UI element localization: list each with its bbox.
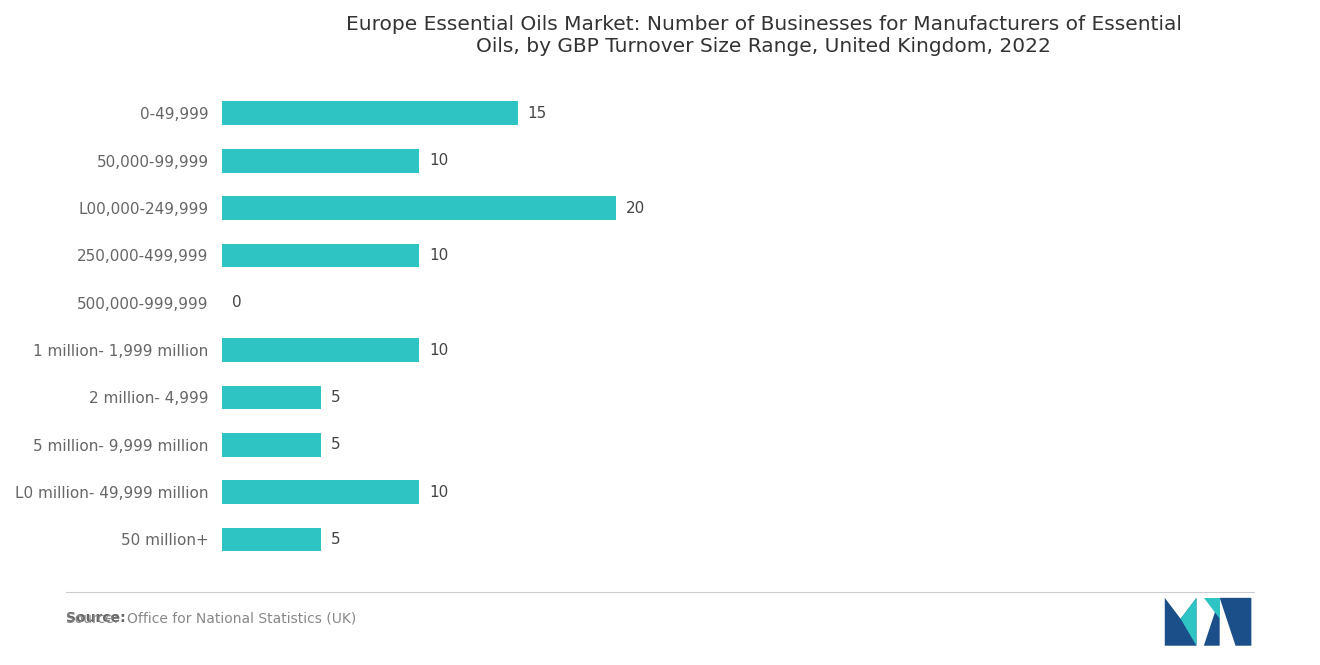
Bar: [222, 243, 420, 267]
Title: Europe Essential Oils Market: Number of Businesses for Manufacturers of Essentia: Europe Essential Oils Market: Number of …: [346, 15, 1181, 56]
Polygon shape: [1164, 598, 1196, 646]
Text: 5: 5: [330, 438, 341, 452]
Text: Source:  Office for National Statistics (UK): Source: Office for National Statistics (…: [66, 611, 356, 625]
Bar: [222, 149, 420, 172]
Bar: [222, 527, 321, 551]
Bar: [222, 433, 321, 457]
Text: 10: 10: [429, 153, 449, 168]
Bar: [222, 102, 517, 125]
Text: 10: 10: [429, 485, 449, 499]
Text: 10: 10: [429, 342, 449, 358]
Text: 5: 5: [330, 390, 341, 405]
Text: 10: 10: [429, 248, 449, 263]
Text: 20: 20: [626, 201, 645, 215]
Polygon shape: [1204, 598, 1251, 646]
Text: 0: 0: [232, 295, 242, 310]
Text: 5: 5: [330, 532, 341, 547]
Bar: [222, 196, 616, 220]
Polygon shape: [1204, 598, 1220, 618]
Bar: [222, 386, 321, 409]
Text: Source:: Source:: [66, 611, 125, 625]
Bar: [222, 480, 420, 504]
Text: 15: 15: [528, 106, 546, 121]
Polygon shape: [1180, 598, 1196, 646]
Bar: [222, 338, 420, 362]
